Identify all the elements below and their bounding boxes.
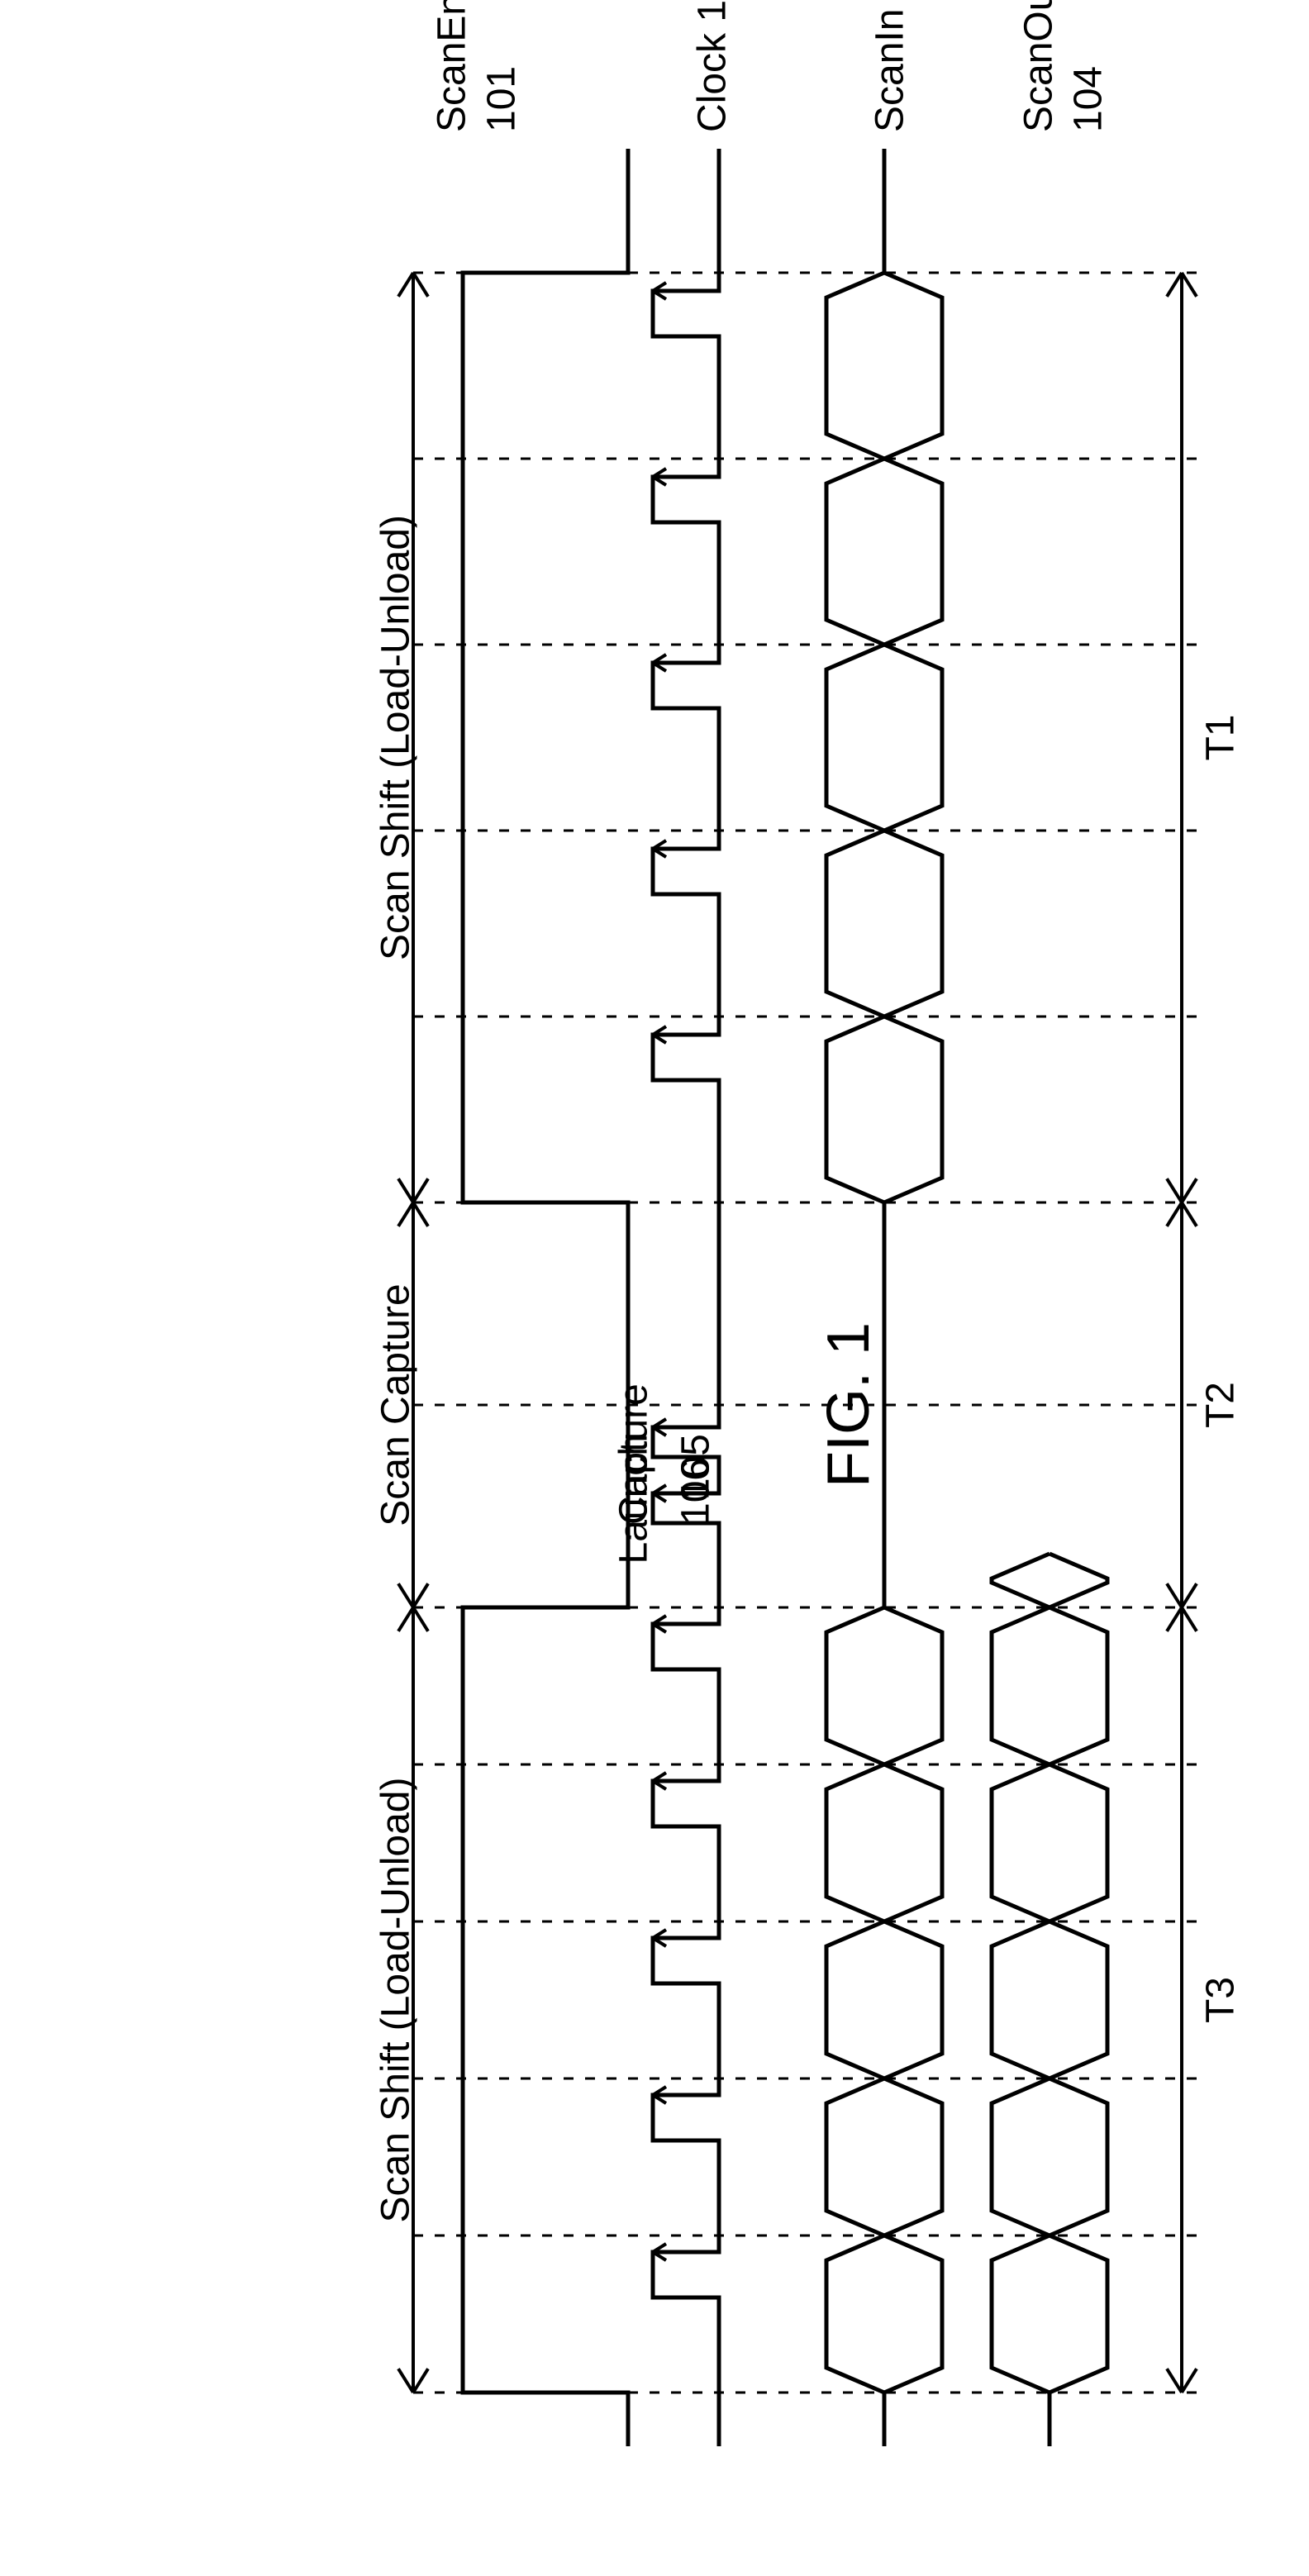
time-label-t2: T2: [1199, 1382, 1243, 1428]
scanout-num: 104: [1067, 66, 1111, 132]
phase-label-shift1: Scan Shift (Load-Unload): [374, 515, 418, 960]
time-label-t3: T3: [1199, 1977, 1243, 2023]
clock-label: Clock 102: [691, 0, 735, 132]
capture-label: Capture: [612, 1383, 656, 1525]
figure-caption: FIG. 1: [816, 1322, 882, 1488]
phase-label-capture: Scan Capture: [374, 1283, 418, 1526]
time-label-t1: T1: [1199, 714, 1243, 760]
scanout-label: ScanOut: [1017, 0, 1061, 132]
scan-enable-label: ScanEnable: [431, 0, 474, 132]
scanin-label: ScanIn 103: [869, 0, 912, 132]
timing-diagram: Scan Shift (Load-Unload) Scan Capture Scan…: [0, 0, 1309, 2576]
scan-enable-num: 101: [480, 66, 524, 132]
capture-num: 106: [674, 1459, 718, 1525]
phase-label-shift2: Scan Shift (Load-Unload): [374, 1778, 418, 2223]
